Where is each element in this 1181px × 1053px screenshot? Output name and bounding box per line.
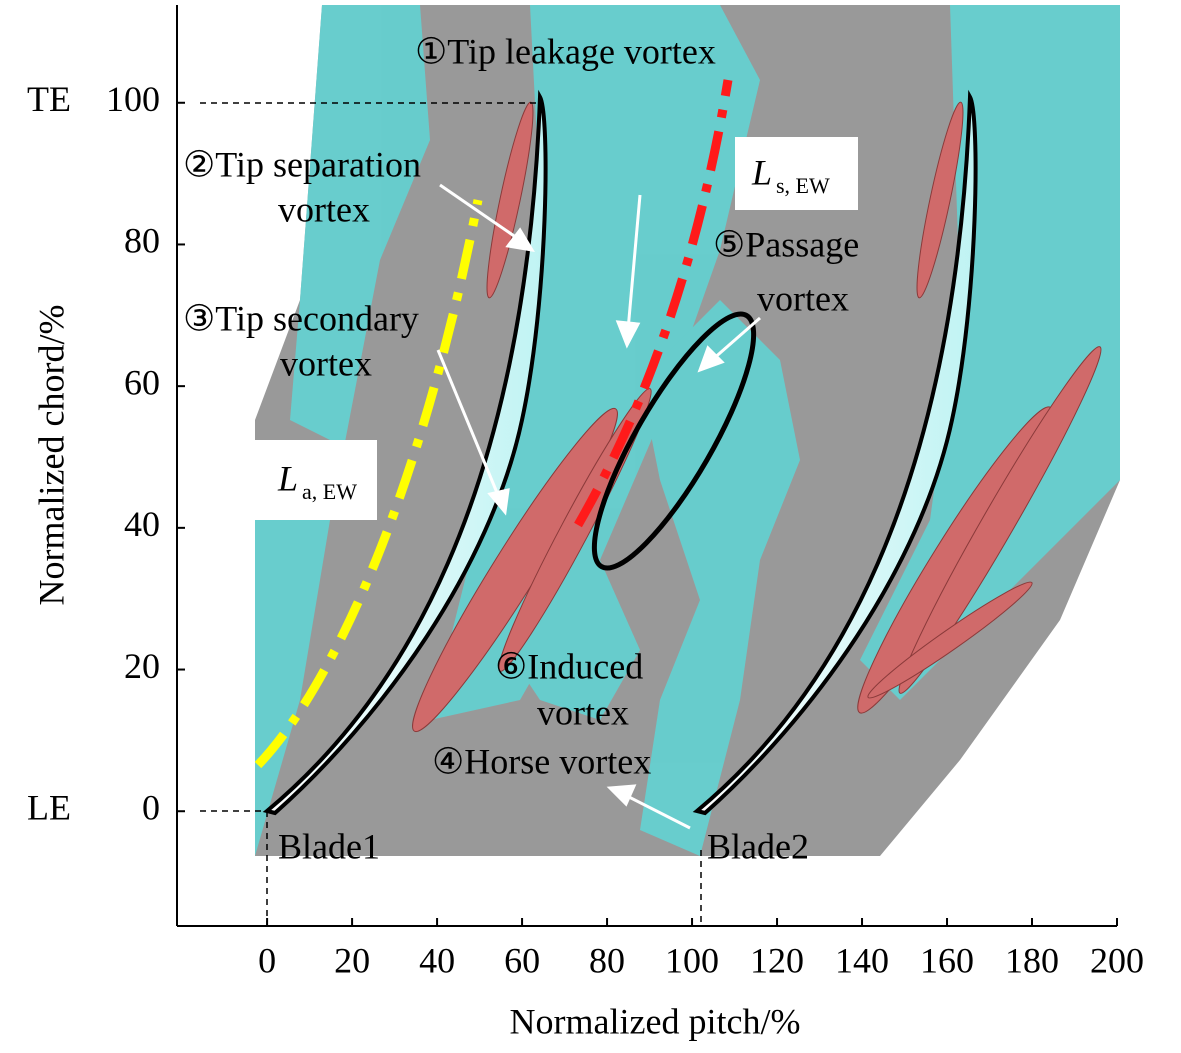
vortex-label: ①Tip leakage vortex [415, 31, 716, 71]
blade-outline [692, 89, 978, 816]
line-label-symbol: L [277, 458, 298, 498]
cyan-region [860, 5, 1120, 700]
vortex-label: ④Horse vortex [432, 741, 651, 781]
y-tick-label: 40 [124, 504, 160, 544]
x-tick-label: 180 [1005, 940, 1059, 980]
x-tick-label: 80 [589, 940, 625, 980]
vortex-label: vortex [278, 189, 370, 229]
line-label-subscript: s, EW [776, 173, 830, 198]
vortex-label: vortex [537, 692, 629, 732]
dash-dot-line [574, 79, 733, 528]
vortex-core [916, 101, 964, 299]
vortex-label: ②Tip separation [183, 144, 421, 184]
y-tick-label: 0 [142, 787, 160, 827]
arrow-shaft [711, 316, 761, 362]
arrows [436, 183, 761, 830]
label-box [255, 440, 377, 520]
guide-lines [200, 102, 702, 926]
vortex-label: ⑥Induced [495, 646, 643, 686]
y-axis-title: Normalized chord/% [31, 305, 71, 606]
y-edge-label: TE [27, 79, 71, 119]
passage-vortex-marker [591, 311, 757, 571]
vortex-core [498, 388, 652, 672]
x-tick-label: 160 [920, 940, 974, 980]
y-tick-label: 20 [124, 646, 160, 686]
blade-outline [262, 89, 548, 816]
x-tick-label: 100 [665, 940, 719, 980]
x-tick-label: 120 [750, 940, 804, 980]
y-tick-label: 80 [124, 221, 160, 261]
vortex-label: vortex [280, 343, 372, 383]
blade-label: Blade2 [707, 826, 809, 866]
vortex-core [486, 101, 534, 299]
arrow-head [505, 227, 535, 253]
line-label-subscript: a, EW [302, 479, 357, 504]
vortex-label: vortex [757, 278, 849, 318]
line-label-symbol: L [751, 152, 772, 192]
blades [262, 89, 978, 816]
x-tick-label: 60 [504, 940, 540, 980]
cyan-region [640, 300, 800, 856]
x-tick-label: 200 [1090, 940, 1144, 980]
y-edge-label: LE [27, 787, 71, 827]
arrow-shaft [626, 194, 642, 331]
x-tick-label: 140 [835, 940, 889, 980]
arrow-shaft [436, 349, 502, 501]
vortex-label: ⑤Passage [713, 224, 859, 264]
y-tick-label: 60 [124, 362, 160, 402]
arrow-head [487, 488, 510, 516]
vortex-cores [412, 101, 1102, 733]
cyan-region [255, 5, 430, 856]
arrow-shaft [439, 183, 521, 242]
blade-label: Blade1 [278, 826, 380, 866]
arrow-head [697, 345, 725, 373]
x-tick-label: 20 [334, 940, 370, 980]
x-tick-label: 40 [419, 940, 455, 980]
arrow-head [606, 784, 637, 807]
dash-dot-line [254, 199, 483, 769]
x-axis-title: Normalized pitch/% [510, 1001, 801, 1041]
vortex-label: ③Tip secondary [183, 298, 419, 338]
arrow-head [615, 320, 641, 349]
y-tick-label: 100 [106, 79, 160, 119]
vortex-core [867, 581, 1033, 699]
flow-visualization [200, 5, 1120, 926]
arrow-shaft [624, 793, 691, 830]
axes [176, 5, 1117, 927]
label-box [735, 137, 858, 210]
vortex-core [898, 346, 1102, 694]
x-tick-label: 0 [258, 940, 276, 980]
